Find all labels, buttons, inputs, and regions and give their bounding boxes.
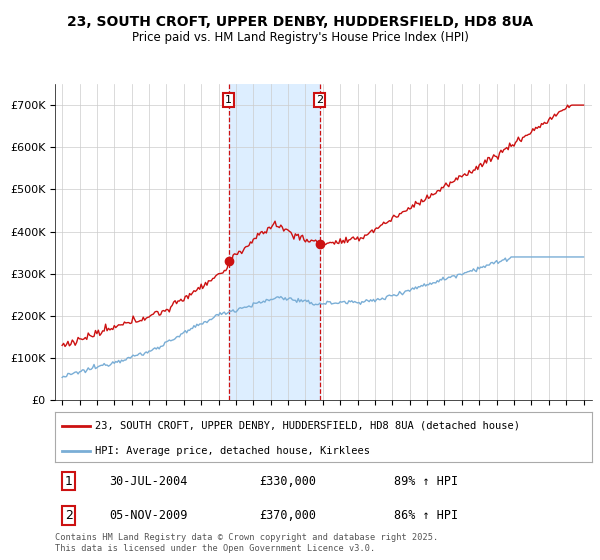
Text: 1: 1 [65, 475, 73, 488]
Text: 89% ↑ HPI: 89% ↑ HPI [394, 475, 458, 488]
Text: 86% ↑ HPI: 86% ↑ HPI [394, 509, 458, 522]
Text: 2: 2 [316, 95, 323, 105]
Text: 30-JUL-2004: 30-JUL-2004 [109, 475, 187, 488]
Text: 2: 2 [65, 509, 73, 522]
Text: Price paid vs. HM Land Registry's House Price Index (HPI): Price paid vs. HM Land Registry's House … [131, 31, 469, 44]
Text: 1: 1 [225, 95, 232, 105]
Text: 05-NOV-2009: 05-NOV-2009 [109, 509, 187, 522]
Text: £370,000: £370,000 [259, 509, 316, 522]
Bar [229, 84, 320, 400]
Text: Contains HM Land Registry data © Crown copyright and database right 2025.
This d: Contains HM Land Registry data © Crown c… [55, 533, 439, 553]
Text: HPI: Average price, detached house, Kirklees: HPI: Average price, detached house, Kirk… [95, 446, 370, 456]
Text: 23, SOUTH CROFT, UPPER DENBY, HUDDERSFIELD, HD8 8UA: 23, SOUTH CROFT, UPPER DENBY, HUDDERSFIE… [67, 15, 533, 29]
Text: £330,000: £330,000 [259, 475, 316, 488]
Text: 23, SOUTH CROFT, UPPER DENBY, HUDDERSFIELD, HD8 8UA (detached house): 23, SOUTH CROFT, UPPER DENBY, HUDDERSFIE… [95, 421, 520, 431]
